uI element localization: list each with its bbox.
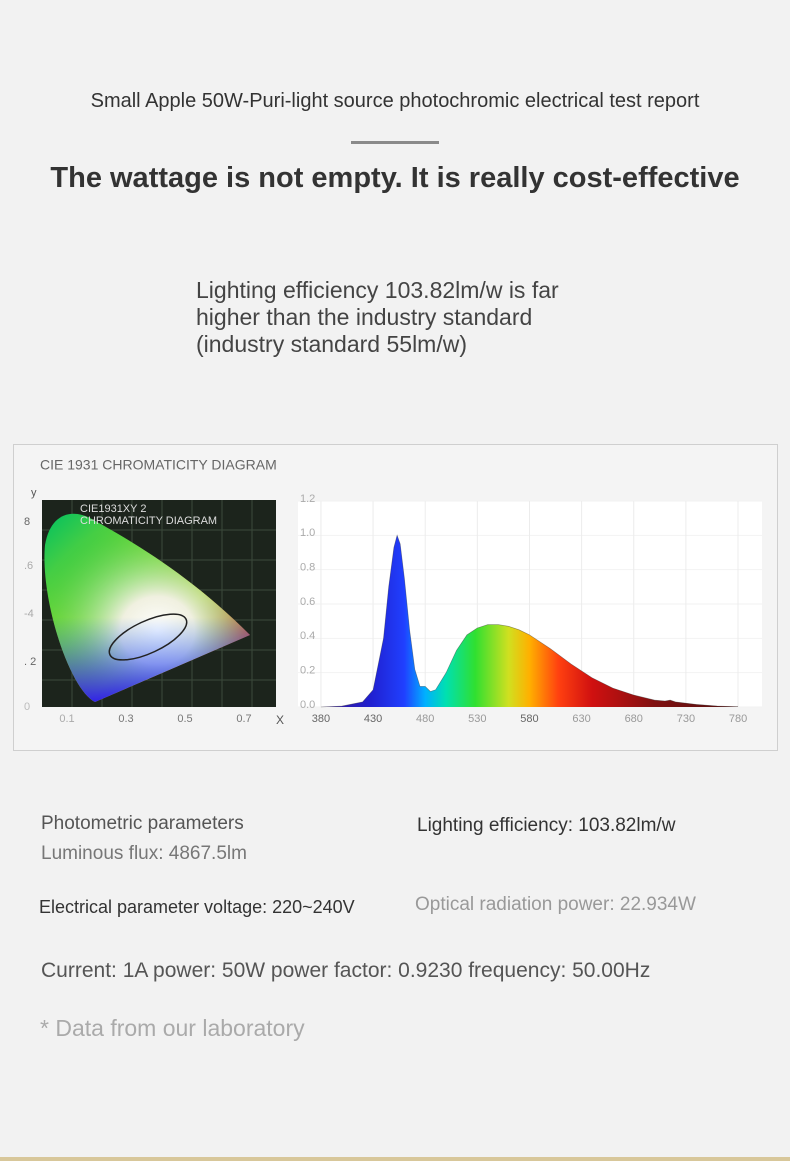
y-tick-label: 1.2 [300, 493, 315, 505]
photometric-heading: Photometric parameters [41, 813, 244, 834]
y-tick-label: 0.4 [300, 630, 315, 642]
cie-y-tick: . 2 [24, 656, 36, 668]
luminous-flux: Luminous flux: 4867.5lm [41, 843, 247, 864]
note-line: higher than the industry standard [196, 304, 533, 330]
diagram-title: CIE 1931 CHROMATICITY DIAGRAM [40, 457, 277, 473]
x-tick-label: 630 [572, 713, 590, 725]
spectrum-line [320, 534, 739, 708]
x-tick-label: 380 [312, 713, 330, 725]
spectrum-area [320, 535, 738, 707]
y-tick-label: 1.0 [300, 527, 315, 539]
note-line: (industry standard 55lm/w) [196, 331, 467, 357]
x-tick-label: 430 [364, 713, 382, 725]
cie-ellipse [108, 613, 188, 661]
x-tick-label: 580 [520, 713, 538, 725]
cie-x-tick: 0.7 [236, 713, 251, 725]
lighting-efficiency: Lighting efficiency: 103.82lm/w [417, 815, 676, 836]
x-tick-label: 480 [416, 713, 434, 725]
bottom-rule [0, 1157, 790, 1161]
y-tick-label: 0.0 [300, 699, 315, 711]
subtitle: Small Apple 50W-Puri-light source photoc… [90, 90, 700, 112]
x-tick-label: 530 [468, 713, 486, 725]
note-line: Lighting efficiency 103.82lm/w is far [196, 277, 559, 303]
electrical-parameter: Electrical parameter voltage: 220~240V [39, 897, 355, 917]
current-line: Current: 1A power: 50W power factor: 0.9… [41, 959, 651, 982]
x-tick-label: 780 [729, 713, 747, 725]
cie-x-tick: 0.5 [177, 713, 192, 725]
cie-x-tick: 0.3 [118, 713, 133, 725]
y-tick-label: 0.6 [300, 596, 315, 608]
cie-inner-title: CIE1931XY 2 [80, 503, 146, 515]
y-tick-label: 0.8 [300, 562, 315, 574]
cie-x-label: X [276, 713, 284, 727]
y-tick-label: 0.2 [300, 665, 315, 677]
footnote: * Data from our laboratory [40, 1015, 305, 1041]
cie-y-tick: .6 [24, 560, 33, 572]
divider [351, 141, 439, 144]
cie-y-tick: -4 [24, 608, 34, 620]
optical-power: Optical radiation power: 22.934W [415, 894, 696, 915]
cie-y-tick: 0 [24, 701, 30, 713]
cie-y-tick: 8 [24, 516, 30, 528]
cie-x-tick: 0.1 [59, 713, 74, 725]
x-tick-label: 680 [625, 713, 643, 725]
cie-inner-title: CHROMATICITY DIAGRAM [80, 515, 217, 527]
cie-y-label: y [31, 487, 37, 499]
x-tick-label: 730 [677, 713, 695, 725]
headline: The wattage is not empty. It is really c… [50, 162, 740, 194]
cie-blue [44, 513, 251, 702]
efficiency-note: Lighting efficiency 103.82lm/w is far hi… [196, 277, 559, 358]
